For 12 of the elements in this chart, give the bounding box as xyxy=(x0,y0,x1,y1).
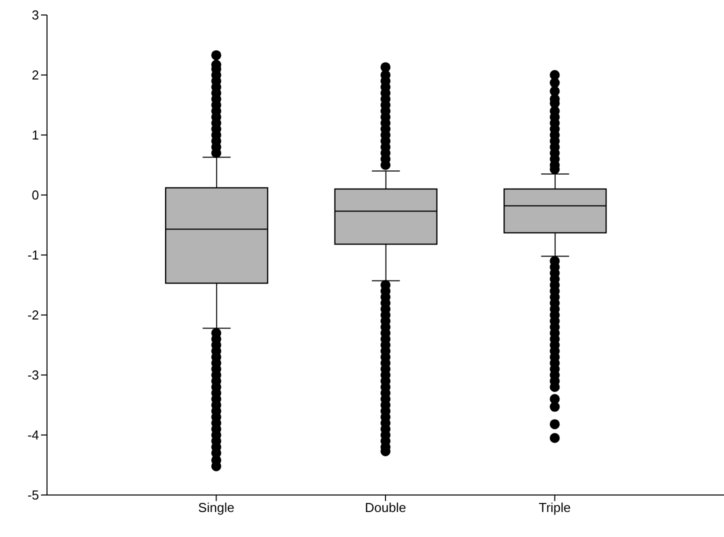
x-tick-label: Double xyxy=(364,500,406,516)
y-tick-label: -3 xyxy=(27,368,39,383)
y-tick-label: -1 xyxy=(27,248,39,263)
y-tick-label: 2 xyxy=(32,68,39,83)
x-tick-label: Single xyxy=(198,500,234,516)
y-tick-label: 1 xyxy=(32,128,39,143)
y-tick-label: 3 xyxy=(32,8,39,23)
y-tick-label: -5 xyxy=(27,488,39,503)
y-tick-label: -2 xyxy=(27,308,39,323)
x-tick-label: Triple xyxy=(538,500,571,516)
y-tick-label: 0 xyxy=(32,188,39,203)
y-tick-label: -4 xyxy=(27,428,39,443)
